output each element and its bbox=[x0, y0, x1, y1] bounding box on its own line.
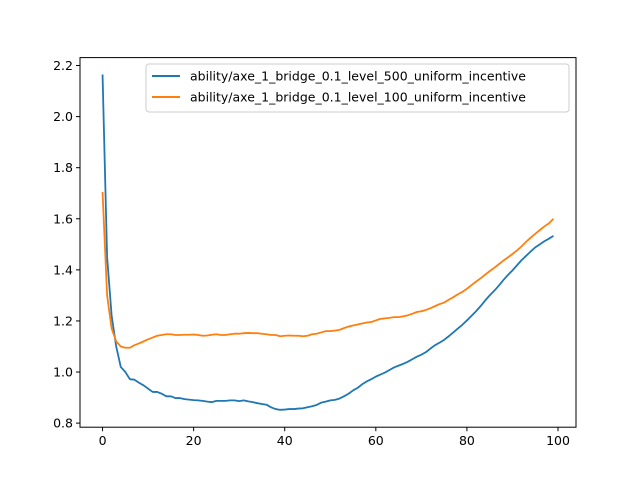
x-tick-label: 0 bbox=[99, 433, 107, 448]
y-axis: 0.8 1.0 1.2 1.4 1.6 1.8 2.0 2.2 bbox=[53, 58, 80, 431]
y-tick-label: 1.0 bbox=[53, 365, 73, 380]
legend-label-series-100: ability/axe_1_bridge_0.1_level_100_unifo… bbox=[190, 90, 526, 105]
x-tick-label: 20 bbox=[186, 433, 202, 448]
x-axis: 0 20 40 60 80 100 bbox=[99, 427, 570, 448]
x-tick-label: 80 bbox=[459, 433, 475, 448]
legend-label-series-500: ability/axe_1_bridge_0.1_level_500_unifo… bbox=[190, 69, 526, 84]
x-tick-label: 100 bbox=[546, 433, 570, 448]
legend-box bbox=[145, 63, 570, 113]
x-tick-label: 60 bbox=[368, 433, 384, 448]
y-tick-label: 2.2 bbox=[53, 58, 73, 73]
plot-lines bbox=[101, 74, 555, 411]
y-tick-label: 1.2 bbox=[53, 313, 73, 328]
series-line-1 bbox=[101, 191, 555, 349]
y-tick-label: 1.6 bbox=[53, 211, 73, 226]
y-tick-label: 1.8 bbox=[53, 160, 73, 175]
y-tick-label: 0.8 bbox=[53, 416, 73, 431]
y-tick-label: 1.4 bbox=[53, 262, 73, 277]
series-line-0 bbox=[101, 74, 554, 411]
axes-frame bbox=[79, 57, 577, 428]
legend: ability/axe_1_bridge_0.1_level_500_unifo… bbox=[145, 63, 570, 113]
x-tick-label: 40 bbox=[277, 433, 293, 448]
y-tick-label: 2.0 bbox=[53, 109, 73, 124]
